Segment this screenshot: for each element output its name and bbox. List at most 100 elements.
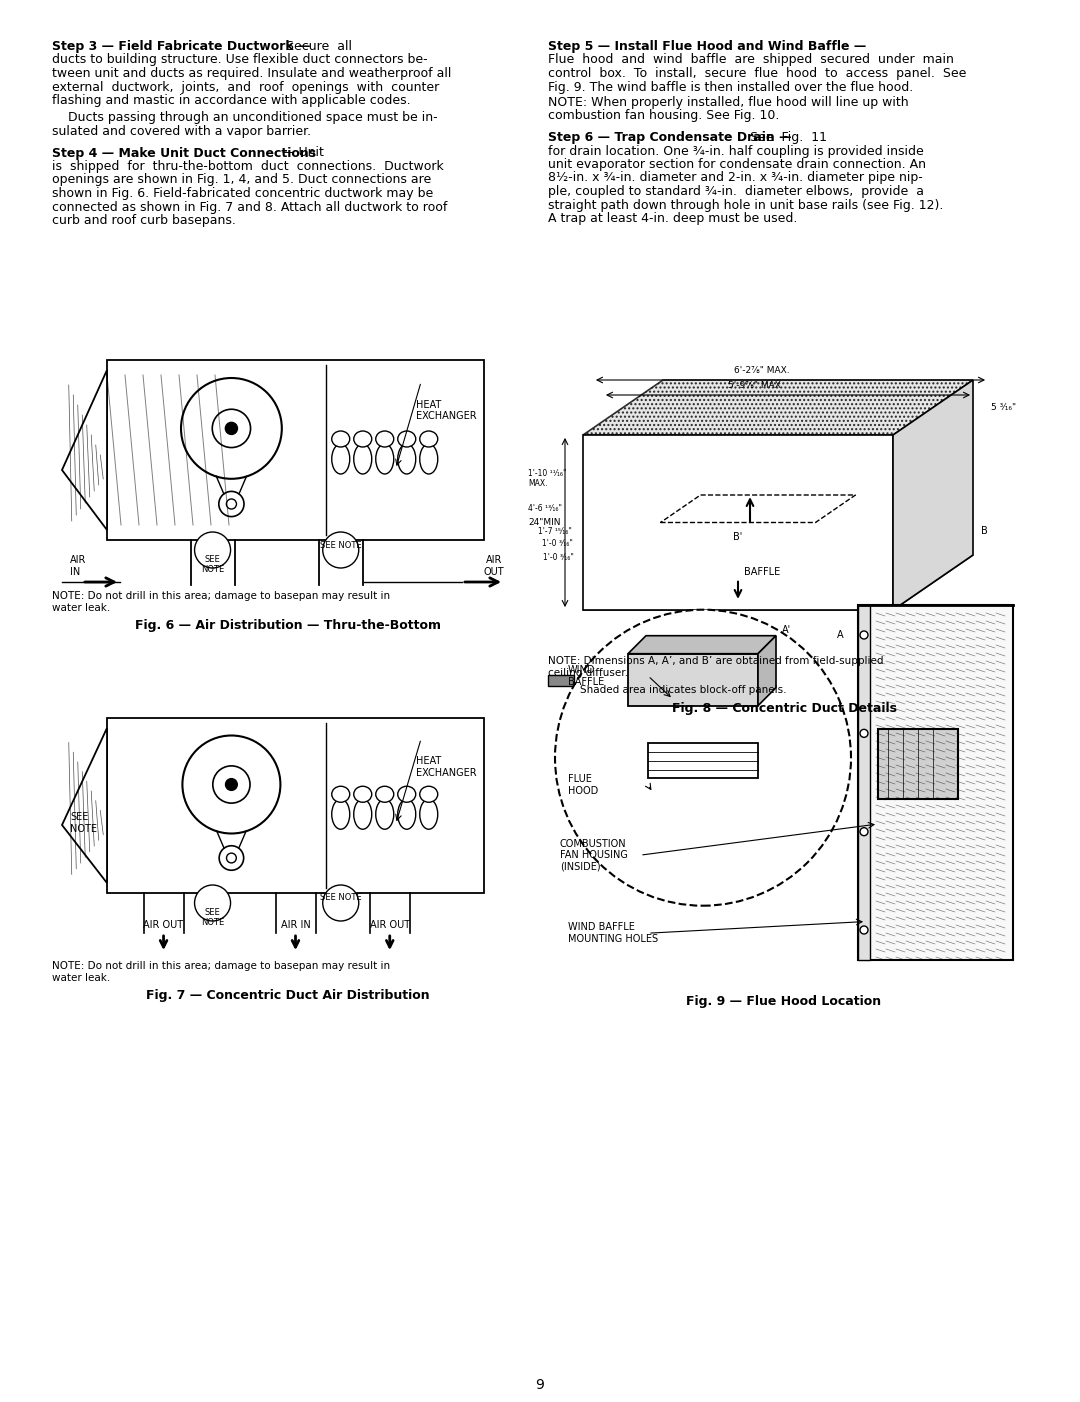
Text: 1'-7 ¹⁵⁄₁₆": 1'-7 ¹⁵⁄₁₆" — [538, 527, 572, 536]
Text: 8½-in. x ¾-in. diameter and 2-in. x ¾-in. diameter pipe nip-: 8½-in. x ¾-in. diameter and 2-in. x ¾-in… — [548, 171, 922, 185]
Text: Fig. 8 — Concentric Duct Details: Fig. 8 — Concentric Duct Details — [672, 702, 896, 715]
Circle shape — [323, 531, 359, 568]
Circle shape — [860, 925, 868, 934]
Ellipse shape — [397, 444, 416, 474]
Text: AIR
IN: AIR IN — [70, 555, 86, 578]
Ellipse shape — [332, 444, 350, 474]
Text: sulated and covered with a vapor barrier.: sulated and covered with a vapor barrier… — [52, 125, 311, 137]
Circle shape — [860, 631, 868, 639]
Polygon shape — [583, 435, 893, 610]
Text: NOTE: Dimensions A, A’, and B’ are obtained from field-supplied: NOTE: Dimensions A, A’, and B’ are obtai… — [548, 656, 883, 666]
Text: SEE NOTE: SEE NOTE — [320, 541, 362, 550]
Text: NOTE: When properly installed, flue hood will line up with: NOTE: When properly installed, flue hood… — [548, 95, 908, 109]
Bar — [648, 743, 758, 778]
Text: Fig. 6 — Air Distribution — Thru-the-Bottom: Fig. 6 — Air Distribution — Thru-the-Bot… — [135, 620, 441, 632]
Ellipse shape — [376, 444, 394, 474]
Polygon shape — [661, 495, 855, 523]
Text: Fig. 9 — Flue Hood Location: Fig. 9 — Flue Hood Location — [687, 995, 881, 1008]
Text: A: A — [837, 629, 843, 639]
Text: curb and roof curb basepans.: curb and roof curb basepans. — [52, 215, 235, 227]
Text: 1'-10 ¹¹⁄₁₆"
MAX.: 1'-10 ¹¹⁄₁₆" MAX. — [528, 470, 567, 488]
Text: NOTE: Do not drill in this area; damage to basepan may result in: NOTE: Do not drill in this area; damage … — [52, 592, 390, 601]
Text: 4'-6 ¹³⁄₁₆": 4'-6 ¹³⁄₁₆" — [528, 503, 562, 513]
Polygon shape — [583, 380, 973, 435]
Text: WIND
BAFFLE: WIND BAFFLE — [568, 665, 604, 687]
Text: unit evaporator section for condensate drain connection. An: unit evaporator section for condensate d… — [548, 158, 926, 171]
Ellipse shape — [420, 444, 437, 474]
Polygon shape — [583, 555, 973, 610]
Text: Step 6 — Trap Condensate Drain —: Step 6 — Trap Condensate Drain — — [548, 130, 792, 144]
Circle shape — [227, 852, 237, 862]
Text: is  shipped  for  thru-the-bottom  duct  connections.  Ductwork: is shipped for thru-the-bottom duct conn… — [52, 160, 444, 172]
Text: Fig. 9. The wind baffle is then installed over the flue hood.: Fig. 9. The wind baffle is then installe… — [548, 80, 914, 94]
Ellipse shape — [420, 799, 437, 829]
Text: control  box.  To  install,  secure  flue  hood  to  access  panel.  See: control box. To install, secure flue hoo… — [548, 67, 967, 80]
Text: 5 ³⁄₁₆": 5 ³⁄₁₆" — [991, 402, 1016, 412]
Text: 6'-2⅞" MAX.: 6'-2⅞" MAX. — [734, 366, 789, 374]
Text: 1'-0 ³⁄₁₆": 1'-0 ³⁄₁₆" — [542, 538, 573, 548]
Circle shape — [227, 499, 237, 509]
Text: openings are shown in Fig. 1, 4, and 5. Duct connections are: openings are shown in Fig. 1, 4, and 5. … — [52, 174, 431, 186]
Text: 1'-0 ³⁄₁₆": 1'-0 ³⁄₁₆" — [543, 552, 573, 562]
Ellipse shape — [354, 799, 372, 829]
Text: NOTE: Do not drill in this area; damage to basepan may result in: NOTE: Do not drill in this area; damage … — [52, 960, 390, 972]
Ellipse shape — [354, 787, 372, 802]
Text: Step 5 — Install Flue Hood and Wind Baffle —: Step 5 — Install Flue Hood and Wind Baff… — [548, 41, 866, 53]
Text: COMBUSTION
FAN HOUSING
(INSIDE): COMBUSTION FAN HOUSING (INSIDE) — [561, 838, 627, 872]
Text: straight path down through hole in unit base rails (see Fig. 12).: straight path down through hole in unit … — [548, 199, 943, 212]
Circle shape — [860, 729, 868, 737]
Polygon shape — [62, 370, 107, 530]
Text: BAFFLE: BAFFLE — [744, 566, 780, 578]
Text: for drain location. One ¾-in. half coupling is provided inside: for drain location. One ¾-in. half coupl… — [548, 144, 923, 157]
Bar — [878, 729, 958, 799]
Text: SEE
NOTE: SEE NOTE — [201, 555, 225, 575]
Text: connected as shown in Fig. 7 and 8. Attach all ductwork to roof: connected as shown in Fig. 7 and 8. Atta… — [52, 200, 447, 213]
Bar — [548, 674, 573, 686]
Text: Flue  hood  and  wind  baffle  are  shipped  secured  under  main: Flue hood and wind baffle are shipped se… — [548, 53, 954, 66]
Circle shape — [226, 422, 238, 435]
Text: Step 3 — Field Fabricate Ductwork —: Step 3 — Field Fabricate Ductwork — — [52, 41, 310, 53]
Text: 5'-9⅞" MAX: 5'-9⅞" MAX — [728, 381, 781, 390]
Bar — [107, 718, 484, 893]
Circle shape — [194, 885, 230, 921]
Circle shape — [213, 765, 251, 803]
Polygon shape — [893, 380, 973, 610]
Ellipse shape — [376, 799, 394, 829]
Text: See  Fig.  11: See Fig. 11 — [746, 130, 827, 144]
Text: Step 4 — Make Unit Duct Connections: Step 4 — Make Unit Duct Connections — [52, 146, 316, 160]
Circle shape — [860, 827, 868, 836]
Circle shape — [219, 491, 244, 516]
Bar — [627, 653, 758, 705]
Bar — [107, 360, 484, 540]
Circle shape — [194, 531, 230, 568]
Text: tween unit and ducts as required. Insulate and weatherproof all: tween unit and ducts as required. Insula… — [52, 67, 451, 80]
Text: A': A' — [782, 625, 791, 635]
Circle shape — [183, 736, 281, 834]
Ellipse shape — [420, 787, 437, 802]
Ellipse shape — [354, 444, 372, 474]
Polygon shape — [758, 635, 777, 705]
Text: Fig. 7 — Concentric Duct Air Distribution: Fig. 7 — Concentric Duct Air Distributio… — [146, 988, 430, 1002]
Text: B': B' — [733, 531, 743, 541]
Bar — [858, 606, 1013, 960]
Ellipse shape — [354, 430, 372, 447]
Text: water leak.: water leak. — [52, 973, 110, 983]
Text: AIR
OUT: AIR OUT — [484, 555, 504, 578]
Text: WIND BAFFLE
MOUNTING HOLES: WIND BAFFLE MOUNTING HOLES — [568, 923, 658, 944]
Bar — [82, 721, 494, 945]
Text: ceiling diffuser.: ceiling diffuser. — [548, 667, 627, 679]
Text: B: B — [981, 526, 988, 536]
Bar — [858, 606, 870, 960]
Ellipse shape — [332, 799, 350, 829]
Text: Shaded area indicates block-off panels.: Shaded area indicates block-off panels. — [580, 686, 786, 695]
Circle shape — [555, 610, 851, 906]
Text: AIR OUT: AIR OUT — [369, 920, 409, 930]
Circle shape — [219, 845, 244, 871]
Text: FLUE
HOOD: FLUE HOOD — [568, 774, 598, 796]
Ellipse shape — [420, 430, 437, 447]
Bar — [82, 360, 494, 575]
Text: combustion fan housing. See Fig. 10.: combustion fan housing. See Fig. 10. — [548, 109, 780, 122]
Text: external  ductwork,  joints,  and  roof  openings  with  counter: external ductwork, joints, and roof open… — [52, 80, 440, 94]
Circle shape — [213, 409, 251, 447]
Ellipse shape — [376, 787, 394, 802]
